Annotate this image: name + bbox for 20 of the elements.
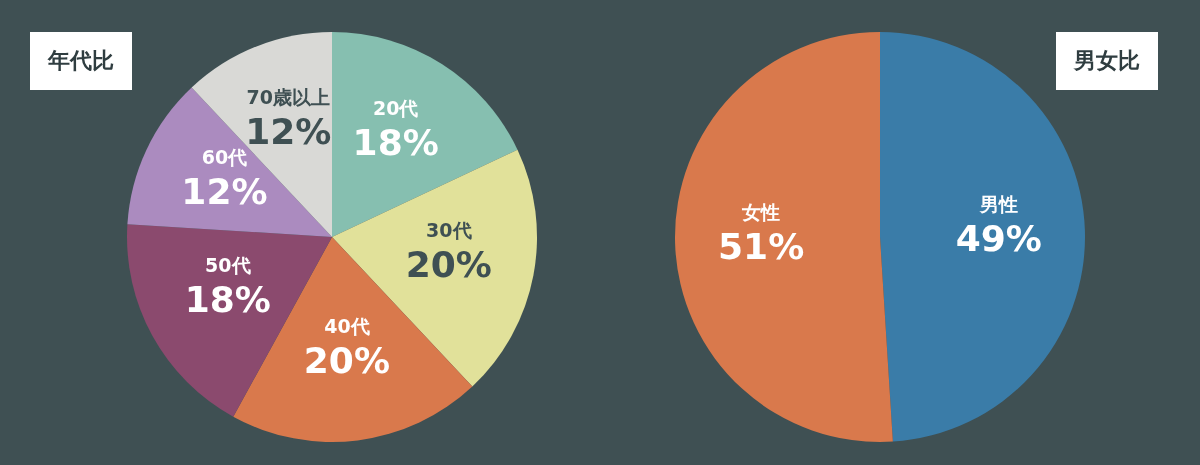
data-label: 20%	[405, 244, 492, 286]
slice-label: 60代	[201, 146, 248, 169]
pie-slice	[675, 32, 893, 442]
slice-label: 20代	[372, 96, 419, 119]
slice-label: 30代	[426, 219, 472, 242]
slice-label: 40代	[324, 314, 370, 337]
slice-label: 70歳以上	[246, 86, 330, 109]
pie-slice	[127, 87, 332, 237]
data-label: 18%	[184, 279, 271, 321]
slice-label: 女性	[741, 200, 781, 223]
text: 男女比	[1056, 32, 1158, 90]
text: 年代比	[30, 32, 132, 90]
slice-label: 男性	[978, 193, 1018, 216]
slice-label: 50代	[205, 254, 251, 277]
data-label: 49%	[955, 218, 1042, 260]
data-label: 12%	[181, 171, 268, 213]
data-label: 51%	[718, 225, 805, 267]
data-label: 12%	[245, 111, 332, 153]
data-label: 20%	[303, 339, 390, 381]
data-label: 18%	[352, 121, 439, 163]
